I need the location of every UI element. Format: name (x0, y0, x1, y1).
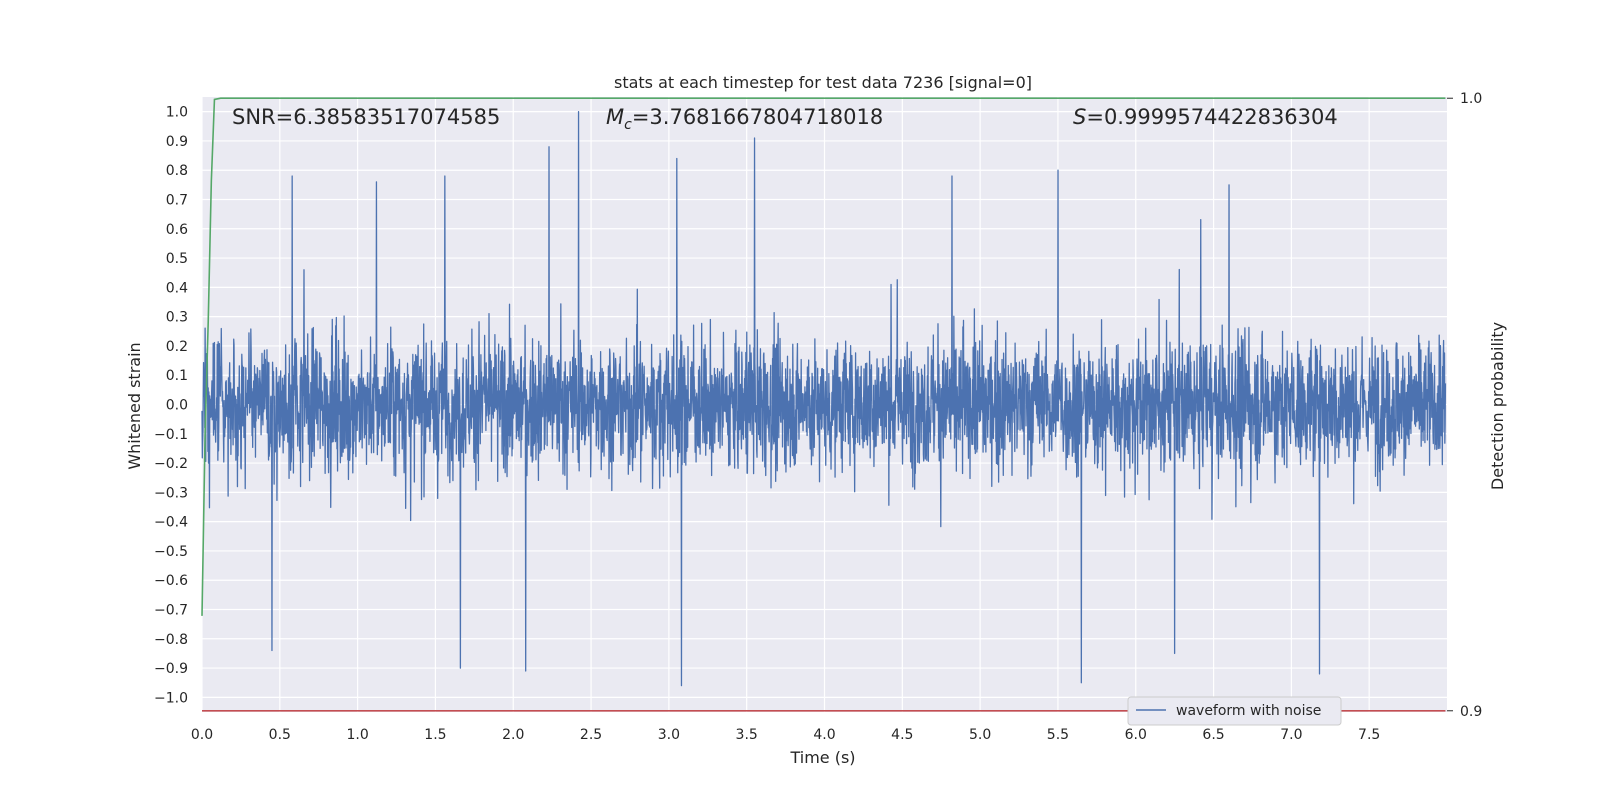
y-tick-label: −0.2 (154, 456, 188, 472)
legend: waveform with noise (1127, 696, 1342, 726)
y2-axis: 1.0 0.9 (1447, 91, 1482, 720)
x-tick-label: 1.5 (424, 727, 446, 743)
chart-title: stats at each timestep for test data 723… (614, 73, 1032, 92)
y2-tick-label: 1.0 (1460, 91, 1482, 107)
snr-annotation: SNR=6.38583517074585 (232, 105, 500, 129)
detection-probability-line (201, 97, 1446, 616)
s-annotation: S=0.9999574422836304 (1073, 105, 1338, 129)
y-tick-label: 0.8 (166, 163, 188, 179)
y2-tick-label: 0.9 (1460, 704, 1482, 720)
chirp-mass-value: =3.7681667804718018 (632, 105, 883, 129)
x-tick-label: 0.5 (269, 727, 291, 743)
y-tick-label: −0.3 (154, 485, 188, 501)
x-axis-label: Time (s) (789, 748, 855, 767)
y-tick-label: 0.9 (166, 134, 188, 150)
y-tick-label: 0.6 (166, 222, 188, 238)
x-tick-label: 4.5 (891, 727, 913, 743)
waveform-line (201, 110, 1447, 687)
y-tick-label: 0.1 (166, 368, 188, 384)
x-tick-label: 5.0 (969, 727, 991, 743)
y-tick-label: 0.5 (166, 251, 188, 267)
x-tick-label: 6.5 (1202, 727, 1224, 743)
x-tick-label: 7.5 (1358, 727, 1380, 743)
x-tick-label: 3.5 (736, 727, 758, 743)
y-axis-label: Whitened strain (125, 342, 144, 469)
y-tick-label: −0.4 (154, 515, 188, 531)
y-tick-label: 0.3 (166, 310, 188, 326)
y-tick-label: 0.0 (166, 398, 188, 414)
s-symbol: S (1073, 105, 1086, 129)
x-tick-label: 2.5 (580, 727, 602, 743)
y-tick-label: 0.2 (166, 339, 188, 355)
waveform-series (201, 110, 1447, 687)
y-tick-label: −0.1 (154, 427, 188, 443)
x-tick-label: 6.0 (1125, 727, 1147, 743)
y-tick-label: −0.9 (154, 661, 188, 677)
y-tick-label: −0.8 (154, 632, 188, 648)
x-tick-label: 3.0 (658, 727, 680, 743)
y-tick-label: −0.5 (154, 544, 188, 560)
s-value: =0.9999574422836304 (1086, 105, 1337, 129)
x-tick-label: 7.0 (1280, 727, 1302, 743)
y-tick-label: 1.0 (166, 105, 188, 121)
x-tick-label: 5.5 (1047, 727, 1069, 743)
x-tick-label: 2.0 (502, 727, 524, 743)
y-axis: 1.0 0.9 0.8 0.7 0.6 0.5 0.4 0.3 0.2 0.1 0.0 −0.1 −0.… (154, 105, 188, 707)
legend-label-waveform: waveform with noise (1176, 703, 1321, 719)
y-tick-label: −0.7 (154, 603, 188, 619)
y-tick-label: −1.0 (154, 690, 188, 706)
y-tick-label: 0.4 (166, 280, 188, 296)
y2-axis-label: Detection probability (1488, 322, 1507, 490)
x-tick-label: 4.0 (813, 727, 835, 743)
chirp-mass-annotation: Mc=3.7681667804718018 (606, 105, 883, 133)
chirp-mass-subscript: c (624, 117, 632, 133)
x-axis: 0.0 0.5 1.0 1.5 2.0 2.5 3.0 3.5 4.0 4.5 5.0 5.5 6.0 6… (191, 727, 1380, 743)
chirp-mass-symbol: M (606, 105, 624, 129)
y-tick-label: −0.6 (154, 573, 188, 589)
x-tick-label: 0.0 (191, 727, 213, 743)
legend-box (1127, 696, 1342, 726)
y-tick-label: 0.7 (166, 193, 188, 209)
x-tick-label: 1.0 (346, 727, 368, 743)
